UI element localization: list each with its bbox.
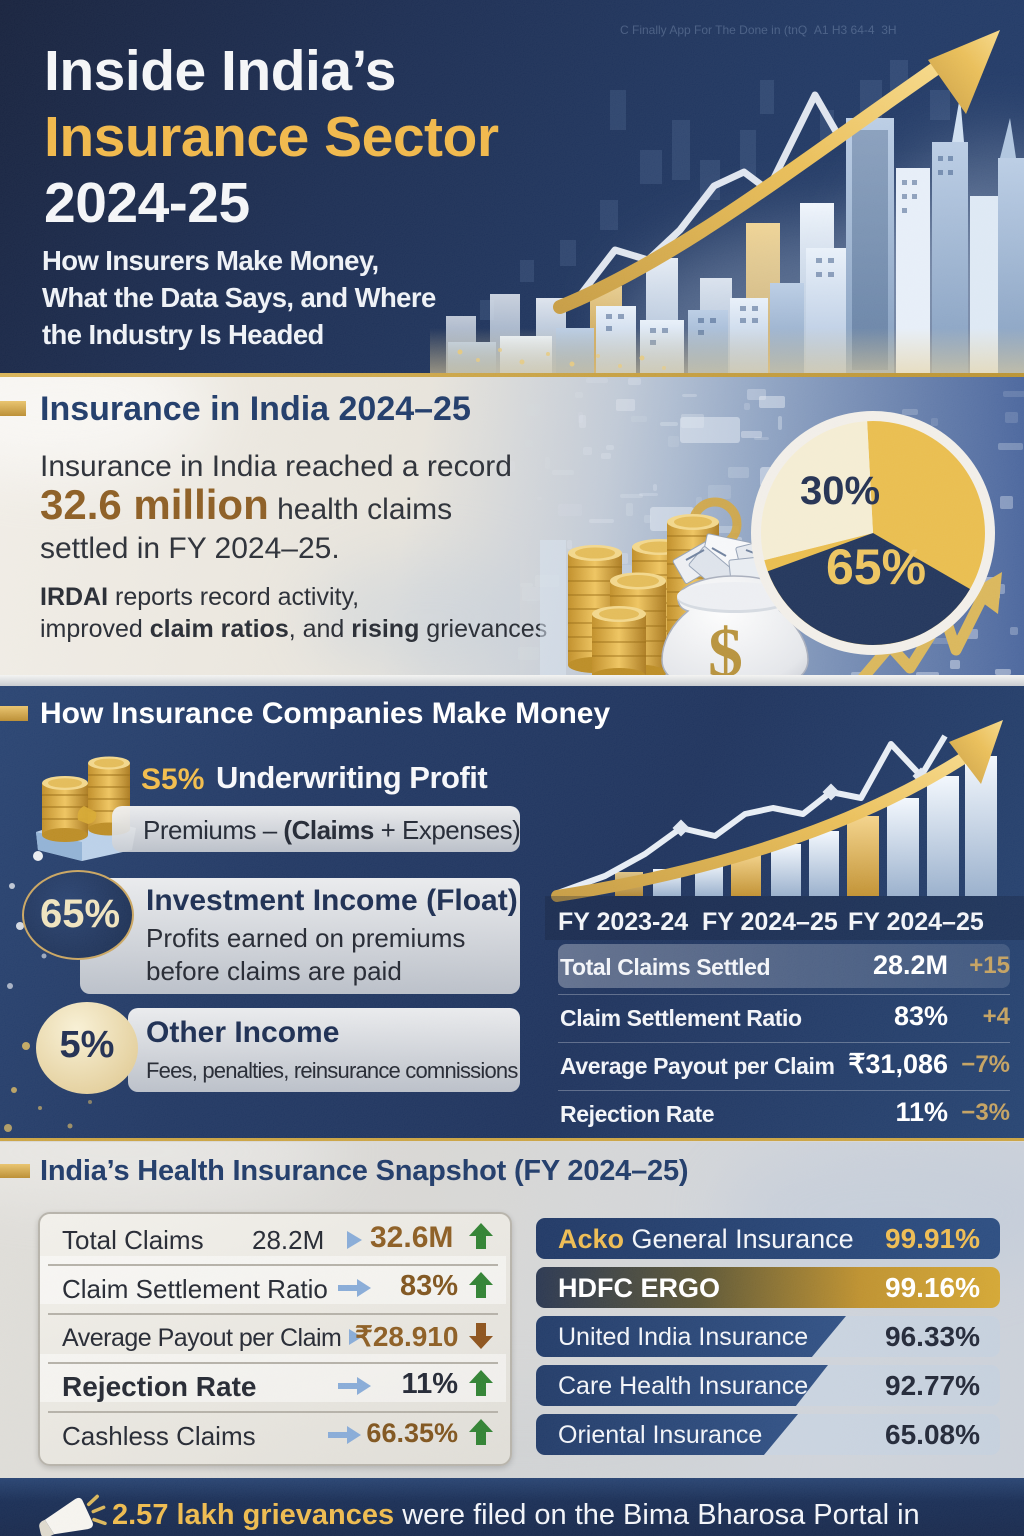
svg-text:$: $ [708,615,743,682]
svg-text:30%: 30% [800,469,880,513]
svg-text:C Finally App For The Done in: C Finally App For The Done in (tnQ A1 H3… [620,23,897,37]
svg-text:65%: 65% [826,539,926,595]
